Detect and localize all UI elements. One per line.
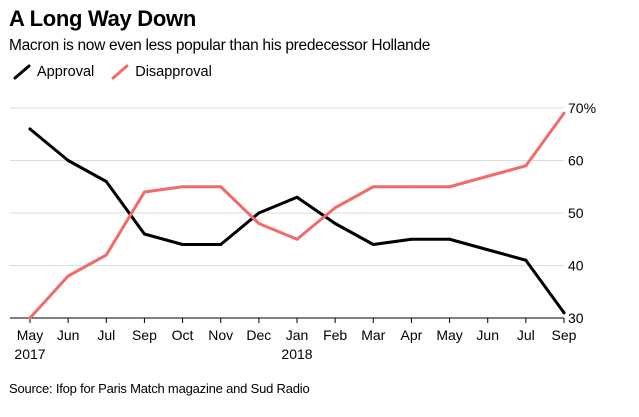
y-tick-label: 70% — [568, 100, 596, 116]
x-tick-label: Sep — [132, 327, 157, 343]
data-point-approval — [448, 237, 452, 241]
x-tick-label: Jun — [476, 327, 499, 343]
x-axis-labels: May 2017 Jun Jul Sep Oct Nov Dec Jan 2018 Feb Mar Ap… — [14, 327, 576, 362]
legend-item-approval: Approval — [12, 64, 94, 80]
x-tick-label: Oct — [172, 327, 194, 343]
data-point-disapproval — [371, 185, 375, 189]
x-tick-label: Apr — [401, 327, 423, 343]
data-point-disapproval — [142, 190, 146, 194]
y-axis: 30 40 50 60 70% — [568, 100, 596, 326]
slash-line-icon — [111, 64, 129, 80]
data-point-approval — [295, 195, 299, 199]
gridlines — [10, 107, 564, 266]
data-point-disapproval — [486, 174, 490, 178]
data-point-approval — [409, 237, 413, 241]
x-tick-label: Feb — [323, 327, 347, 343]
data-point-approval — [524, 258, 528, 262]
x-tick-label: Jul — [517, 327, 535, 343]
y-tick-label: 60 — [568, 153, 584, 169]
x-tick-sublabel: 2017 — [14, 346, 45, 362]
chart-subtitle: Macron is now even less popular than his… — [9, 37, 431, 54]
legend-label-disapproval: Disapproval — [135, 64, 212, 80]
series-lines — [28, 111, 566, 320]
x-axis — [10, 317, 565, 323]
legend-item-disapproval: Disapproval — [110, 64, 212, 80]
source-note: Source: Ifop for Paris Match magazine an… — [9, 381, 310, 396]
data-point-disapproval — [66, 274, 70, 278]
x-tick-label: May — [17, 327, 43, 343]
data-point-disapproval — [562, 111, 566, 115]
x-tick-label: Jan — [286, 327, 309, 343]
data-point-approval — [66, 159, 70, 162]
data-point-disapproval — [219, 185, 223, 189]
series-line-approval — [28, 127, 566, 315]
data-point-disapproval — [409, 185, 413, 189]
data-point-approval — [104, 180, 108, 183]
x-tick-label: Jun — [57, 327, 80, 343]
data-point-approval — [28, 127, 32, 131]
data-point-disapproval — [257, 222, 261, 225]
data-point-approval — [219, 243, 223, 246]
data-point-approval — [371, 243, 375, 246]
data-point-approval — [486, 248, 490, 252]
data-point-disapproval — [333, 206, 337, 210]
x-tick-label: Dec — [246, 327, 271, 343]
legend: Approval Disapproval — [12, 64, 228, 80]
data-point-disapproval — [28, 316, 32, 320]
y-tick-label: 40 — [568, 258, 584, 274]
slash-line-icon — [13, 64, 31, 80]
data-point-disapproval — [295, 237, 299, 241]
y-tick-label: 30 — [568, 310, 584, 326]
data-point-approval — [257, 211, 261, 215]
data-point-disapproval — [524, 164, 528, 168]
x-tick-label: Jul — [97, 327, 115, 343]
x-tick-label: May — [436, 327, 462, 343]
x-tick-label: Mar — [361, 327, 385, 343]
data-point-approval — [562, 311, 566, 315]
chart-title: A Long Way Down — [9, 6, 196, 31]
x-tick-label: Sep — [552, 327, 577, 343]
legend-label-approval: Approval — [37, 64, 95, 80]
data-point-approval — [181, 243, 185, 246]
data-point-approval — [333, 222, 337, 225]
data-point-disapproval — [104, 253, 108, 257]
data-point-disapproval — [181, 185, 185, 189]
x-tick-sublabel: 2018 — [281, 346, 312, 362]
y-tick-label: 50 — [568, 205, 584, 221]
data-point-approval — [142, 232, 146, 236]
data-point-disapproval — [448, 185, 452, 189]
x-tick-label: Nov — [208, 327, 233, 343]
series-line-disapproval — [28, 111, 566, 320]
